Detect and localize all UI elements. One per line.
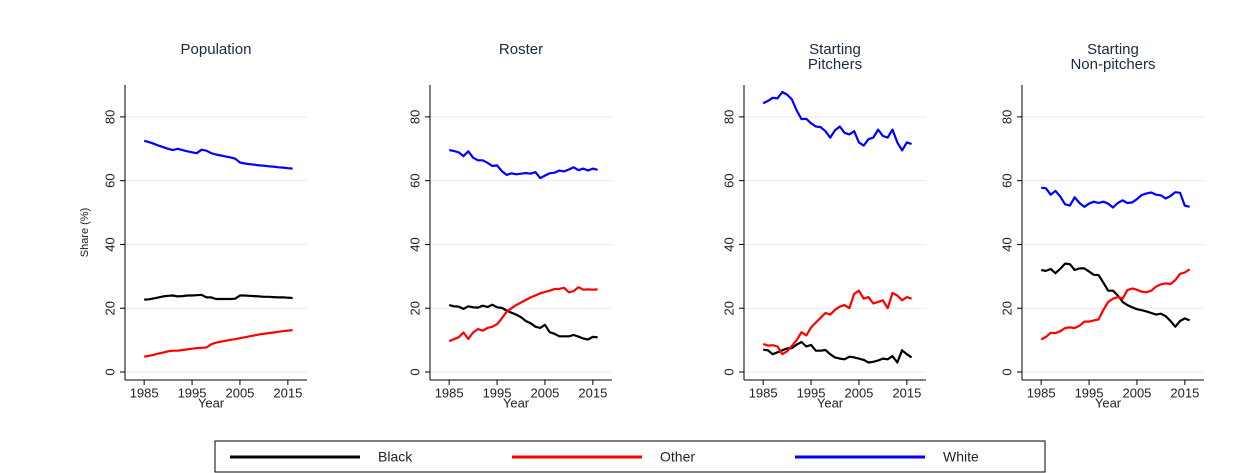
x-tick-label: 2005 <box>530 385 559 400</box>
line-series: Black <box>144 293 293 301</box>
y-tick-label: 80 <box>721 110 736 124</box>
line-series: White <box>143 139 293 170</box>
y-axis-label: Share (%) <box>79 208 91 258</box>
legend-label: Other <box>660 449 695 465</box>
y-tick-label: 0 <box>407 368 422 375</box>
x-tick-label: 2015 <box>273 385 302 400</box>
line-series: Other <box>762 289 912 356</box>
x-tick-label: 1985 <box>130 385 159 400</box>
x-axis-label: Year <box>198 395 225 410</box>
line-series: White <box>1041 186 1190 209</box>
line-series: Black <box>448 303 598 341</box>
y-tick-label: 80 <box>102 110 117 124</box>
line-series: Other <box>448 286 598 343</box>
y-tick-label: 0 <box>999 368 1014 375</box>
y-tick-label: 60 <box>407 173 422 187</box>
y-tick-label: 40 <box>999 237 1014 251</box>
y-tick-label: 20 <box>999 301 1014 315</box>
line-series: Black <box>763 340 913 364</box>
x-axis-label: Year <box>503 395 530 410</box>
y-tick-label: 40 <box>407 237 422 251</box>
chart-title: Non-pitchers <box>1070 56 1155 73</box>
y-tick-label: 80 <box>407 110 422 124</box>
x-tick-label: 2005 <box>844 385 873 400</box>
x-axis-label: Year <box>1095 395 1122 410</box>
chart-title: Pitchers <box>808 56 862 73</box>
y-tick-label: 60 <box>102 173 117 187</box>
y-tick-label: 20 <box>721 301 736 315</box>
x-tick-label: 2015 <box>578 385 607 400</box>
y-tick-label: 20 <box>102 301 117 315</box>
x-tick-label: 1995 <box>1075 385 1104 400</box>
line-series: Black <box>1040 262 1191 328</box>
y-tick-label: 40 <box>102 237 117 251</box>
x-tick-label: 2005 <box>225 385 254 400</box>
x-tick-label: 1985 <box>435 385 464 400</box>
line-series: Other <box>1040 268 1191 341</box>
x-axis-label: Year <box>817 395 844 410</box>
chart-title: Starting <box>809 41 861 58</box>
chart-title: Roster <box>499 41 543 58</box>
y-tick-label: 60 <box>999 173 1014 187</box>
x-tick-label: 1995 <box>797 385 826 400</box>
y-tick-label: 0 <box>721 368 736 375</box>
line-series: White <box>448 149 598 180</box>
legend-label: Black <box>378 449 413 465</box>
x-tick-label: 1985 <box>1027 385 1056 400</box>
y-tick-label: 0 <box>102 368 117 375</box>
line-series: Other <box>143 329 293 358</box>
legend-label: White <box>943 449 979 465</box>
line-series: White <box>762 90 912 152</box>
y-tick-label: 80 <box>999 110 1014 124</box>
chart-title: Population <box>181 41 252 58</box>
x-tick-label: 2005 <box>1122 385 1151 400</box>
chart-title: Starting <box>1087 41 1139 58</box>
y-tick-label: 20 <box>407 301 422 315</box>
x-tick-label: 2015 <box>1170 385 1199 400</box>
x-tick-label: 2015 <box>892 385 921 400</box>
x-tick-label: 1985 <box>749 385 778 400</box>
x-tick-label: 1995 <box>178 385 207 400</box>
y-tick-label: 40 <box>721 237 736 251</box>
x-tick-label: 1995 <box>483 385 512 400</box>
y-tick-label: 60 <box>721 173 736 187</box>
